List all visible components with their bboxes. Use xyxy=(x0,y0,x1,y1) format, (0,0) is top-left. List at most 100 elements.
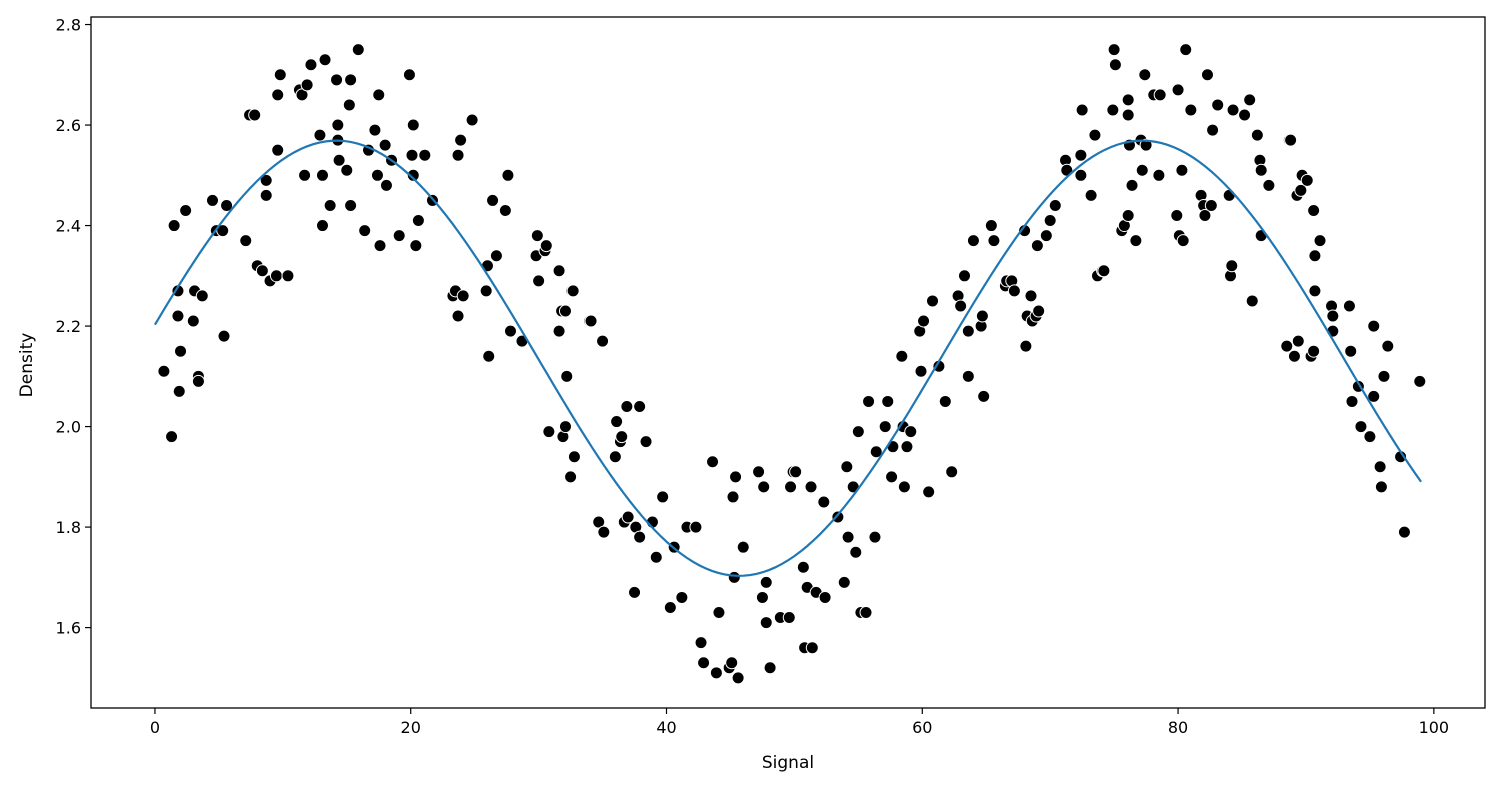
scatter-point xyxy=(1284,133,1298,147)
scatter-point xyxy=(1030,239,1044,253)
scatter-point xyxy=(248,108,262,122)
y-tick-label: 1.8 xyxy=(56,518,81,537)
scatter-point xyxy=(849,545,863,559)
scatter-point xyxy=(1367,389,1381,403)
scatter-point xyxy=(987,234,1001,248)
scatter-point xyxy=(1138,68,1152,82)
scatter-point xyxy=(1238,108,1252,122)
scatter-point xyxy=(1121,209,1135,223)
scatter-point xyxy=(300,78,314,92)
scatter-point xyxy=(405,148,419,162)
scatter-point xyxy=(610,415,624,429)
scatter-point xyxy=(1300,173,1314,187)
scatter-point xyxy=(1354,420,1368,434)
scatter-point xyxy=(1206,123,1220,137)
scatter-point xyxy=(757,480,771,494)
y-tick-label: 2.2 xyxy=(56,317,81,336)
scatter-point xyxy=(331,118,345,132)
scatter-point xyxy=(615,430,629,444)
scatter-point xyxy=(418,148,432,162)
scatter-point xyxy=(1075,103,1089,117)
scatter-point xyxy=(552,264,566,278)
scatter-point xyxy=(881,394,895,408)
scatter-point xyxy=(530,229,544,243)
scatter-point xyxy=(1152,168,1166,182)
scatter-point xyxy=(406,168,420,182)
scatter-point xyxy=(239,234,253,248)
x-axis-label: Signal xyxy=(762,753,814,773)
scatter-point xyxy=(804,480,818,494)
scatter-point xyxy=(729,470,743,484)
scatter-point xyxy=(482,349,496,363)
scatter-point xyxy=(1088,128,1102,142)
scatter-point xyxy=(1175,163,1189,177)
scatter-point xyxy=(926,294,940,308)
y-tick-label: 2.4 xyxy=(56,217,81,236)
scatter-point xyxy=(332,153,346,167)
scatter-point xyxy=(330,73,344,87)
scatter-point xyxy=(378,138,392,152)
y-tick-label: 2.8 xyxy=(56,16,81,35)
scatter-point xyxy=(498,203,512,217)
scatter-point xyxy=(171,309,185,323)
scatter-point xyxy=(984,219,998,233)
scatter-point xyxy=(1129,234,1143,248)
scatter-point xyxy=(205,193,219,207)
scatter-point xyxy=(1413,374,1427,388)
scatter-point xyxy=(567,450,581,464)
scatter-point xyxy=(755,590,769,604)
scatter-point xyxy=(392,229,406,243)
scatter-point xyxy=(379,178,393,192)
scatter-point xyxy=(1226,103,1240,117)
scatter-point xyxy=(552,324,566,338)
scatter-point xyxy=(656,490,670,504)
scatter-point xyxy=(501,168,515,182)
scatter-point xyxy=(1176,234,1190,248)
scatter-point xyxy=(503,324,517,338)
y-axis-label: Density xyxy=(17,333,37,398)
scatter-point xyxy=(1121,108,1135,122)
scatter-point xyxy=(1007,284,1021,298)
scatter-point xyxy=(592,515,606,529)
scatter-point xyxy=(1139,138,1153,152)
scatter-point xyxy=(174,344,188,358)
scatter-point xyxy=(796,560,810,574)
scatter-point xyxy=(752,465,766,479)
scatter-point xyxy=(706,455,720,469)
scatter-point xyxy=(1313,234,1327,248)
scatter-point xyxy=(904,425,918,439)
scatter-point xyxy=(298,168,312,182)
scatter-point xyxy=(837,575,851,589)
scatter-point xyxy=(639,435,653,449)
scatter-point xyxy=(1211,98,1225,112)
scatter-point xyxy=(859,606,873,620)
scatter-point xyxy=(217,329,231,343)
scatter-point xyxy=(373,239,387,253)
fit-line xyxy=(153,139,1422,577)
scatter-point xyxy=(167,219,181,233)
scatter-point xyxy=(269,269,283,283)
scatter-point xyxy=(566,284,580,298)
scatter-point xyxy=(351,43,365,57)
scatter-point xyxy=(1307,203,1321,217)
scatter-point xyxy=(841,530,855,544)
scatter-point xyxy=(840,460,854,474)
scatter-point xyxy=(900,440,914,454)
scatter-point xyxy=(259,173,273,187)
scatter-point xyxy=(1121,93,1135,107)
scatter-point xyxy=(726,490,740,504)
scatter-point xyxy=(340,163,354,177)
scatter-point xyxy=(1243,93,1257,107)
scatter-point xyxy=(957,269,971,283)
scatter-point xyxy=(878,420,892,434)
scatter-point xyxy=(456,289,470,303)
x-tick-label: 80 xyxy=(1168,718,1188,737)
scatter-point xyxy=(342,98,356,112)
scatter-point xyxy=(1135,163,1149,177)
scatter-point xyxy=(914,364,928,378)
chart-marks xyxy=(157,43,1427,685)
scatter-point xyxy=(273,68,287,82)
x-tick-label: 60 xyxy=(912,718,932,737)
x-tick-label: 20 xyxy=(401,718,421,737)
scatter-point xyxy=(1074,168,1088,182)
